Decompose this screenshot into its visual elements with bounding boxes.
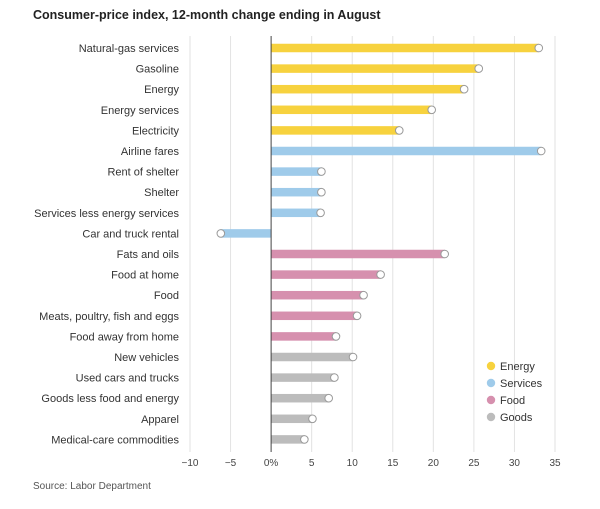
bar <box>271 393 329 403</box>
bar-end-marker <box>308 414 317 424</box>
bar <box>271 167 322 176</box>
category-label: Airline fares <box>121 146 180 158</box>
bar-end-marker <box>331 332 341 341</box>
bar <box>271 43 539 53</box>
legend-swatch <box>486 395 496 405</box>
bar <box>271 435 305 444</box>
x-tick-label: 10 <box>347 458 359 469</box>
bar-end-marker <box>316 208 325 218</box>
bar-end-marker <box>427 105 437 115</box>
legend-swatch <box>486 361 496 371</box>
category-label: Food <box>154 290 179 302</box>
bar-end-marker <box>330 373 339 382</box>
bar-end-marker <box>459 84 469 94</box>
legend-swatch <box>486 378 496 388</box>
legend-label: Energy <box>500 361 535 373</box>
bar-end-marker <box>348 352 358 362</box>
bar <box>271 373 335 382</box>
legend-label: Services <box>500 378 543 390</box>
x-tick-label: 20 <box>428 458 440 469</box>
category-label: Natural-gas services <box>79 43 180 55</box>
category-label: Energy services <box>101 105 180 117</box>
category-label: Services less energy services <box>34 208 179 220</box>
x-tick-label: 5 <box>309 458 315 469</box>
legend-swatch <box>486 412 496 422</box>
category-label: Fats and oils <box>117 249 180 261</box>
bar <box>271 146 542 156</box>
x-tick-label: 0% <box>264 458 279 469</box>
legend-label: Goods <box>500 412 533 424</box>
bar-end-marker <box>359 290 368 300</box>
bar <box>271 270 381 279</box>
bar <box>271 352 354 362</box>
chart-source: Source: Labor Department <box>33 481 151 492</box>
bar-end-marker <box>536 146 546 156</box>
x-tick-label: −5 <box>225 458 237 469</box>
chart-title: Consumer-price index, 12-month change en… <box>33 8 381 22</box>
category-label: Rent of shelter <box>107 167 179 179</box>
bar-end-marker <box>216 229 226 238</box>
category-label: Electricity <box>132 125 180 137</box>
category-label: Used cars and trucks <box>76 373 180 385</box>
x-tick-label: 30 <box>509 458 521 469</box>
bar <box>271 290 364 300</box>
bar <box>271 64 479 73</box>
bar-end-marker <box>352 311 362 321</box>
bar <box>271 249 445 259</box>
bar-end-marker <box>474 64 484 73</box>
category-label: Shelter <box>144 187 179 199</box>
category-label: Apparel <box>141 414 179 426</box>
category-label: Energy <box>144 84 179 96</box>
category-label: Food away from home <box>70 331 179 343</box>
bar-end-marker <box>317 167 326 176</box>
bar-end-marker <box>324 393 334 403</box>
bar <box>271 208 321 218</box>
category-label: Meats, poultry, fish and eggs <box>39 311 179 323</box>
x-tick-label: 25 <box>468 458 480 469</box>
bar-end-marker <box>440 249 449 259</box>
category-label: New vehicles <box>114 352 179 364</box>
bar <box>271 187 322 197</box>
bar-end-marker <box>317 187 326 197</box>
bar-end-marker <box>394 126 404 135</box>
category-label: Gasoline <box>136 64 179 76</box>
category-label: Car and truck rental <box>82 228 179 240</box>
bar-end-marker <box>376 270 385 279</box>
category-label: Medical-care commodities <box>51 434 179 446</box>
bar <box>271 414 313 424</box>
x-tick-label: −10 <box>182 458 199 469</box>
legend-label: Food <box>500 395 525 407</box>
bar <box>271 84 465 94</box>
bar <box>271 332 336 341</box>
bar-end-marker <box>300 435 309 444</box>
bar <box>271 105 432 115</box>
bar <box>271 311 358 321</box>
bar <box>220 229 272 238</box>
category-label: Food at home <box>111 270 179 282</box>
x-tick-label: 15 <box>387 458 399 469</box>
x-tick-label: 35 <box>549 458 561 469</box>
bar-end-marker <box>534 43 544 53</box>
bar <box>271 126 400 135</box>
category-label: Goods less food and energy <box>41 393 179 405</box>
